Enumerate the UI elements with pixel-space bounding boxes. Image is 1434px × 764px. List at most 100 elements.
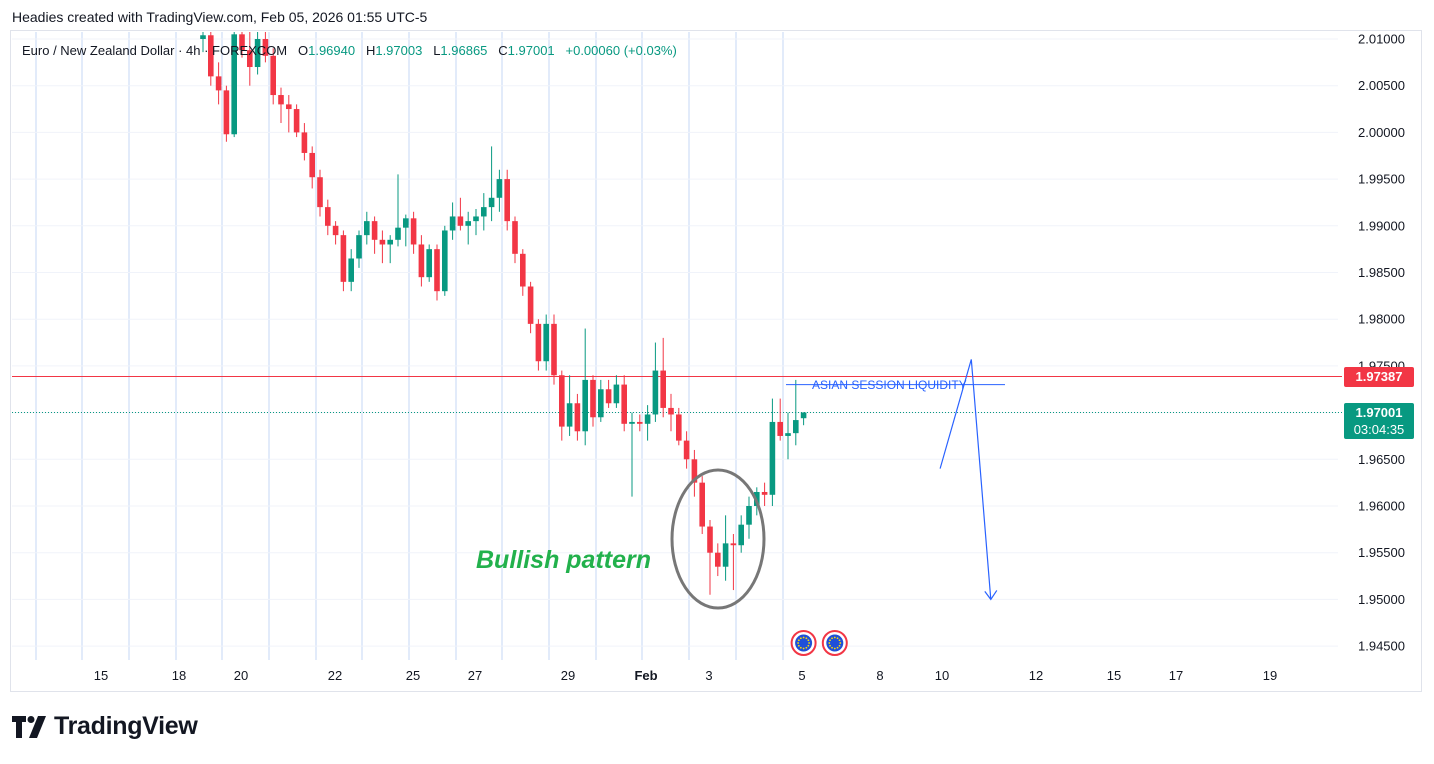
candle[interactable] <box>223 85 230 142</box>
candle-body <box>574 403 581 432</box>
x-tick-label: 29 <box>561 668 575 683</box>
candle[interactable] <box>613 375 620 408</box>
candle[interactable] <box>348 249 354 292</box>
asian-session-liquidity-label: ASIAN SESSION LIQUIDITY <box>812 378 967 392</box>
candle-body <box>746 506 752 525</box>
candle-body <box>481 207 487 217</box>
candle[interactable] <box>379 230 386 264</box>
candle[interactable] <box>800 412 807 426</box>
candle[interactable] <box>738 515 744 553</box>
tradingview-logo[interactable]: TradingView <box>12 712 198 741</box>
candle[interactable] <box>691 449 698 497</box>
candle-body <box>325 207 331 226</box>
candle[interactable] <box>395 174 401 247</box>
eu-event-icon[interactable] <box>790 630 817 656</box>
candle[interactable] <box>543 314 549 371</box>
eu-event-icon[interactable] <box>821 630 848 656</box>
candle[interactable] <box>504 169 510 231</box>
candle[interactable] <box>254 32 261 75</box>
candle[interactable] <box>785 412 791 460</box>
candle[interactable] <box>715 543 721 577</box>
candle[interactable] <box>481 193 487 231</box>
candle[interactable] <box>278 87 284 124</box>
candle[interactable] <box>769 398 776 506</box>
candle[interactable] <box>371 216 378 254</box>
candle[interactable] <box>605 379 612 408</box>
candle-body <box>395 227 401 240</box>
candle[interactable] <box>535 319 542 371</box>
candle[interactable] <box>403 214 409 247</box>
candle[interactable] <box>652 342 659 422</box>
candle[interactable] <box>730 534 737 591</box>
candle[interactable] <box>410 211 417 254</box>
candle[interactable] <box>215 62 222 105</box>
candle[interactable] <box>231 32 237 138</box>
candle[interactable] <box>293 104 300 138</box>
candle[interactable] <box>598 379 604 422</box>
candle[interactable] <box>527 281 534 334</box>
candle[interactable] <box>309 146 315 189</box>
candle[interactable] <box>683 431 690 469</box>
candle[interactable] <box>286 95 292 133</box>
y-tick-label: 1.96500 <box>1358 452 1405 467</box>
candle[interactable] <box>582 328 588 446</box>
y-tick-label: 2.00500 <box>1358 78 1405 93</box>
candle[interactable] <box>574 393 581 441</box>
candle[interactable] <box>364 211 370 245</box>
candle[interactable] <box>707 520 713 595</box>
candle[interactable] <box>512 216 518 264</box>
y-tick-label: 2.00000 <box>1358 125 1405 140</box>
candle[interactable] <box>247 32 253 86</box>
candle[interactable] <box>301 123 308 161</box>
candle[interactable] <box>699 476 705 535</box>
candle[interactable] <box>660 337 666 418</box>
candle[interactable] <box>356 230 362 268</box>
candle[interactable] <box>340 230 347 292</box>
candle[interactable] <box>317 169 323 217</box>
candle[interactable] <box>629 412 635 497</box>
candle[interactable] <box>551 314 557 385</box>
candle[interactable] <box>426 244 432 282</box>
candle[interactable] <box>325 199 331 236</box>
candle-body <box>598 389 604 418</box>
candle-body <box>668 407 674 415</box>
projection-path <box>939 359 992 600</box>
candle[interactable] <box>465 211 471 245</box>
candle[interactable] <box>262 32 269 63</box>
candle-body <box>691 459 698 483</box>
candle[interactable] <box>418 235 425 287</box>
candle[interactable] <box>761 482 768 506</box>
candle[interactable] <box>496 169 503 212</box>
candle[interactable] <box>208 32 214 86</box>
candle-body <box>332 225 339 236</box>
candle[interactable] <box>793 379 799 446</box>
candle-body <box>465 221 471 226</box>
candle[interactable] <box>746 496 752 539</box>
candle[interactable] <box>270 48 276 105</box>
candle[interactable] <box>621 375 627 432</box>
candle[interactable] <box>387 235 393 264</box>
candle[interactable] <box>590 375 596 427</box>
candle[interactable] <box>449 202 456 240</box>
candle[interactable] <box>566 375 573 436</box>
candle[interactable] <box>559 370 565 441</box>
candle[interactable] <box>473 208 479 236</box>
candle[interactable] <box>200 32 206 53</box>
candle[interactable] <box>676 407 682 446</box>
candle[interactable] <box>644 405 651 441</box>
symbol-legend[interactable]: Euro / New Zealand Dollar · 4h · FOREXCO… <box>22 43 677 58</box>
candle[interactable] <box>488 146 495 222</box>
candle[interactable] <box>457 197 464 231</box>
candle[interactable] <box>637 414 643 432</box>
candle[interactable] <box>332 221 339 245</box>
candle[interactable] <box>239 32 245 58</box>
candle-body <box>722 543 729 567</box>
candle[interactable] <box>777 398 783 441</box>
candle[interactable] <box>520 249 526 296</box>
candle[interactable] <box>668 393 674 432</box>
candle[interactable] <box>442 225 448 296</box>
chart-frame[interactable] <box>10 30 1422 692</box>
candle[interactable] <box>434 244 440 301</box>
candle[interactable] <box>722 515 729 581</box>
